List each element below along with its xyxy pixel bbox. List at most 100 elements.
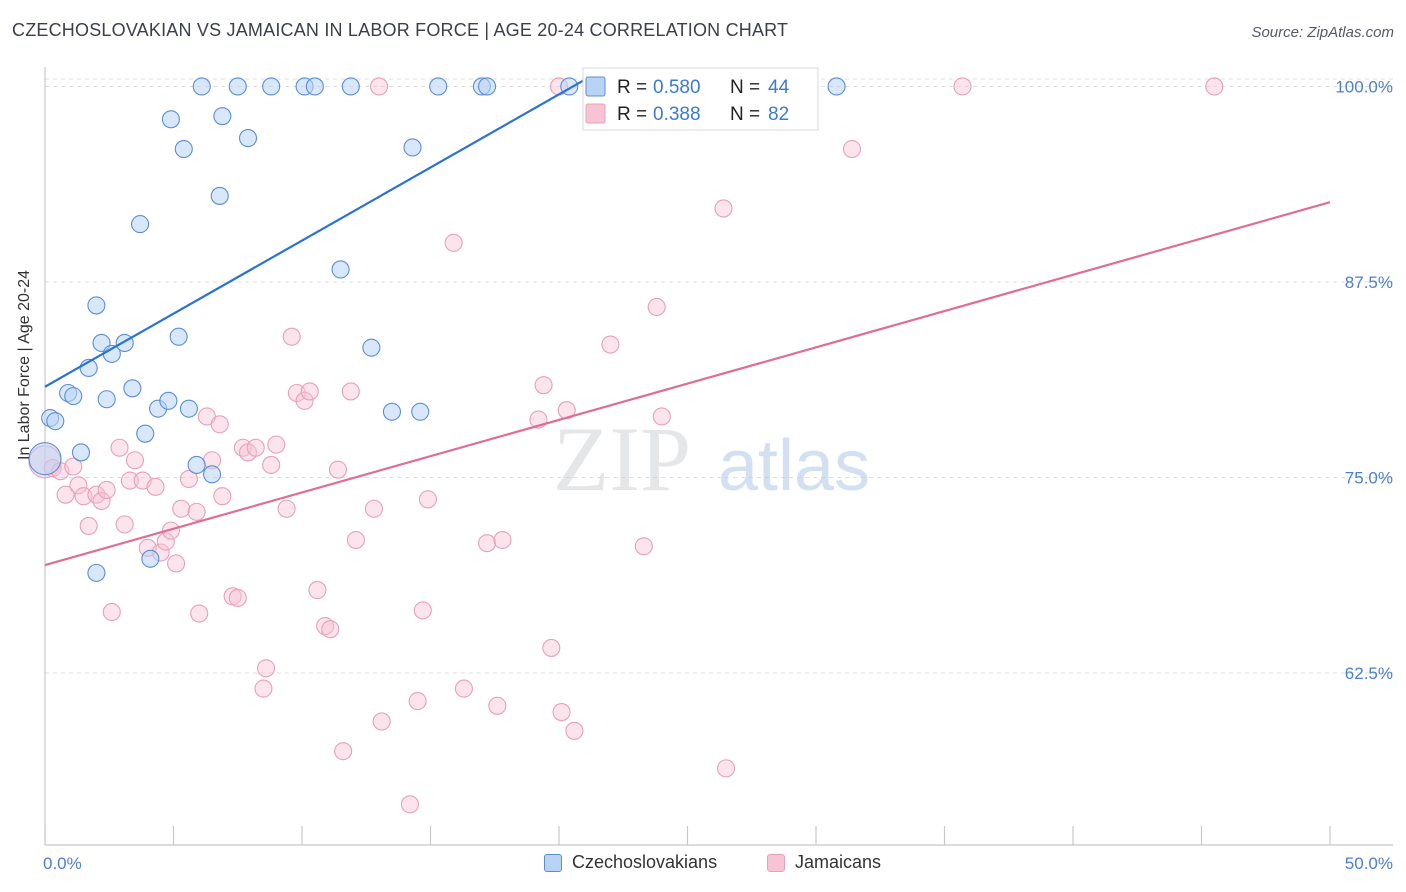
point-czechoslovakians-32: [331, 260, 350, 279]
point-czechoslovakians-42: [827, 77, 846, 96]
point-czechoslovakians-28: [238, 129, 258, 148]
point-czechoslovakians-37: [403, 138, 422, 157]
point-jamaicans-50: [341, 382, 360, 401]
point-jamaicans-48: [328, 460, 348, 479]
trendline-czechoslovakians: [44, 72, 596, 388]
point-czechoslovakians-26: [213, 107, 232, 126]
point-czechoslovakians-36: [411, 402, 430, 421]
point-jamaicans-9: [92, 491, 111, 510]
chart-title: CZECHOSLOVAKIAN VS JAMAICAN IN LABOR FOR…: [12, 20, 789, 40]
legend-n-label-1: N =: [730, 77, 760, 98]
point-jamaicans-74: [714, 199, 733, 218]
point-czechoslovakians-33: [341, 77, 360, 96]
point-jamaicans-32: [228, 588, 247, 607]
point-jamaicans-23: [172, 499, 191, 518]
series-czechoslovakians-points: [28, 77, 846, 582]
legend-r-label-1: R =: [617, 77, 647, 98]
point-czechoslovakians-27: [228, 77, 247, 96]
point-jamaicans-59: [444, 233, 463, 252]
point-jamaicans-46: [316, 616, 335, 636]
point-jamaicans-22: [167, 554, 186, 573]
point-jamaicans-70: [601, 335, 620, 354]
point-jamaicans-36: [254, 679, 273, 698]
y-axis-label: In Labor Force | Age 20-24: [16, 270, 34, 460]
point-czechoslovakians-38: [429, 77, 448, 96]
trend-lines: [44, 72, 1331, 567]
legend-n-value-1: 44: [768, 77, 790, 98]
point-jamaicans-21: [161, 521, 180, 540]
point-jamaicans-11: [102, 602, 121, 622]
point-jamaicans-30: [213, 487, 232, 506]
legend-item-czechoslovakians[interactable]: Czechoslovakians: [544, 852, 717, 873]
point-jamaicans-26: [190, 604, 209, 623]
legend-n-label-2: N =: [730, 104, 760, 125]
point-jamaicans-47: [321, 620, 340, 639]
point-jamaicans-37: [256, 659, 276, 678]
point-jamaicans-75: [716, 759, 736, 778]
point-czechoslovakians-0: [28, 442, 62, 476]
point-jamaicans-45: [308, 581, 327, 600]
point-jamaicans-67: [552, 703, 571, 722]
point-czechoslovakians-20: [174, 139, 193, 159]
point-jamaicans-77: [842, 139, 862, 159]
legend-r-value-2: 0.388: [653, 104, 701, 125]
gridlines: [45, 78, 1393, 674]
y-tick-label-3: 100.0%: [1335, 77, 1393, 96]
point-czechoslovakians-34: [362, 338, 381, 357]
point-jamaicans-73: [652, 407, 671, 426]
x-tick-label-min: 0.0%: [43, 854, 82, 873]
point-jamaicans-29: [210, 415, 229, 434]
legend-swatch-blue: [544, 853, 562, 872]
y-tick-label-0: 62.5%: [1345, 664, 1393, 683]
point-jamaicans-71: [634, 537, 653, 556]
point-czechoslovakians-14: [136, 424, 155, 443]
point-jamaicans-53: [372, 712, 391, 731]
point-jamaicans-38: [262, 455, 281, 474]
point-czechoslovakians-29: [262, 77, 281, 96]
point-jamaicans-78: [953, 77, 972, 96]
point-jamaicans-35: [246, 438, 265, 457]
point-czechoslovakians-22: [187, 455, 206, 474]
point-czechoslovakians-15: [141, 549, 160, 568]
point-jamaicans-4: [64, 457, 83, 476]
point-jamaicans-72: [647, 297, 666, 317]
point-jamaicans-69: [565, 721, 584, 740]
point-czechoslovakians-35: [382, 402, 402, 421]
point-czechoslovakians-17: [159, 391, 178, 410]
y-axis-label-text: In Labor Force | Age 20-24: [16, 269, 33, 460]
point-jamaicans-61: [477, 534, 497, 553]
point-jamaicans-14: [120, 471, 139, 490]
legend-item-jamaicans[interactable]: Jamaicans: [767, 852, 881, 873]
watermark-zip: ZIP: [553, 408, 691, 510]
point-czechoslovakians-12: [123, 379, 142, 398]
y-tick-label-1: 75.0%: [1345, 468, 1393, 487]
point-jamaicans-55: [400, 795, 419, 814]
point-czechoslovakians-31: [305, 77, 324, 96]
point-czechoslovakians-21: [179, 399, 198, 418]
point-czechoslovakians-7: [87, 296, 106, 315]
point-jamaicans-52: [364, 499, 384, 518]
point-jamaicans-58: [418, 490, 437, 509]
point-jamaicans-63: [493, 530, 512, 550]
series-legend: Czechoslovakians Jamaicans: [0, 852, 1406, 876]
point-czechoslovakians-4: [64, 387, 83, 406]
legend-n-value-2: 82: [768, 104, 789, 125]
point-czechoslovakians-23: [192, 77, 211, 96]
point-czechoslovakians-18: [161, 110, 180, 129]
legend-r-label-2: R =: [617, 104, 647, 125]
source-label: Source: ZipAtlas.com: [1251, 24, 1394, 41]
point-jamaicans-65: [534, 376, 553, 395]
legend-frame: [582, 67, 819, 131]
point-czechoslovakians-25: [210, 186, 229, 205]
point-jamaicans-15: [125, 451, 144, 470]
trendline-jamaicans: [44, 201, 1331, 567]
point-czechoslovakians-9: [97, 390, 116, 409]
legend-label-czechoslovakians: Czechoslovakians: [572, 852, 718, 872]
point-jamaicans-39: [267, 435, 286, 454]
point-jamaicans-13: [115, 515, 134, 534]
point-jamaicans-12: [110, 438, 129, 457]
point-jamaicans-20: [156, 532, 175, 551]
point-jamaicans-18: [146, 477, 165, 496]
point-jamaicans-79: [1205, 77, 1224, 96]
